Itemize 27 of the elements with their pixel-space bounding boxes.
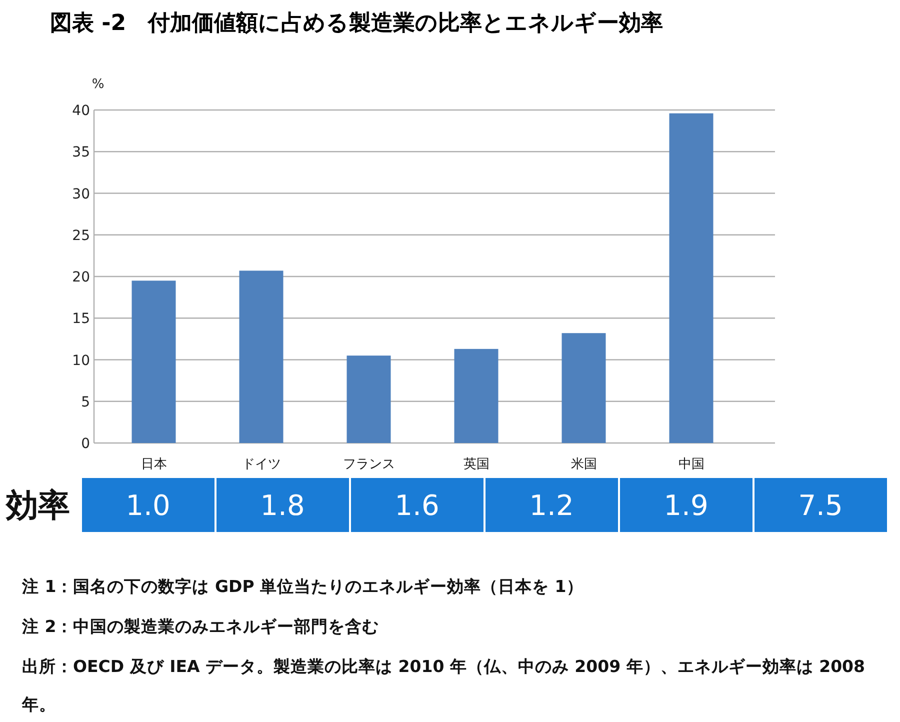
x-tick-label: フランス — [342, 457, 395, 472]
data-label: 7.5 — [798, 489, 843, 522]
text: 注 2：中国の製造業のみエネルギー部門を含む — [22, 616, 380, 638]
x-tick-label: ドイツ — [242, 457, 281, 472]
y-tick-label: 40 — [72, 103, 90, 119]
x-tick-label: 米国 — [570, 457, 597, 472]
data-label: 1.8 — [260, 489, 305, 522]
y-tick-label: 35 — [72, 144, 90, 161]
y-tick-label: 0 — [81, 436, 90, 452]
data-label: 1.2 — [529, 489, 574, 522]
y-axis-title: % — [92, 77, 104, 92]
text: 効率 — [5, 486, 70, 524]
y-tick-label: 15 — [72, 311, 90, 328]
y-tick-label: 25 — [72, 228, 90, 244]
data-label: 1.6 — [394, 489, 440, 522]
x-tick-label: 英国 — [463, 457, 490, 472]
y-tick-label: 5 — [81, 394, 90, 410]
text: 出所：OECD 及び IEA データ。製造業の比率は 2010 年（仏、中のみ 2009 年）、エネルギー効率は 2008 年。 — [22, 656, 866, 716]
x-tick-label: 中国 — [678, 457, 704, 472]
data-label: 1.0 — [126, 489, 170, 522]
y-tick-label: 20 — [72, 270, 90, 286]
chart-title: 図表 -2 付加価値額に占める製造業の比率とエネルギー効率 — [50, 10, 664, 38]
y-tick-label: 10 — [72, 352, 90, 369]
text: 注 1：国名の下の数字は GDP 単位当たりのエネルギー効率（日本を 1） — [22, 576, 584, 598]
data-label: 1.9 — [664, 489, 708, 522]
x-tick-label: 日本 — [140, 457, 167, 472]
y-tick-label: 30 — [72, 186, 90, 202]
